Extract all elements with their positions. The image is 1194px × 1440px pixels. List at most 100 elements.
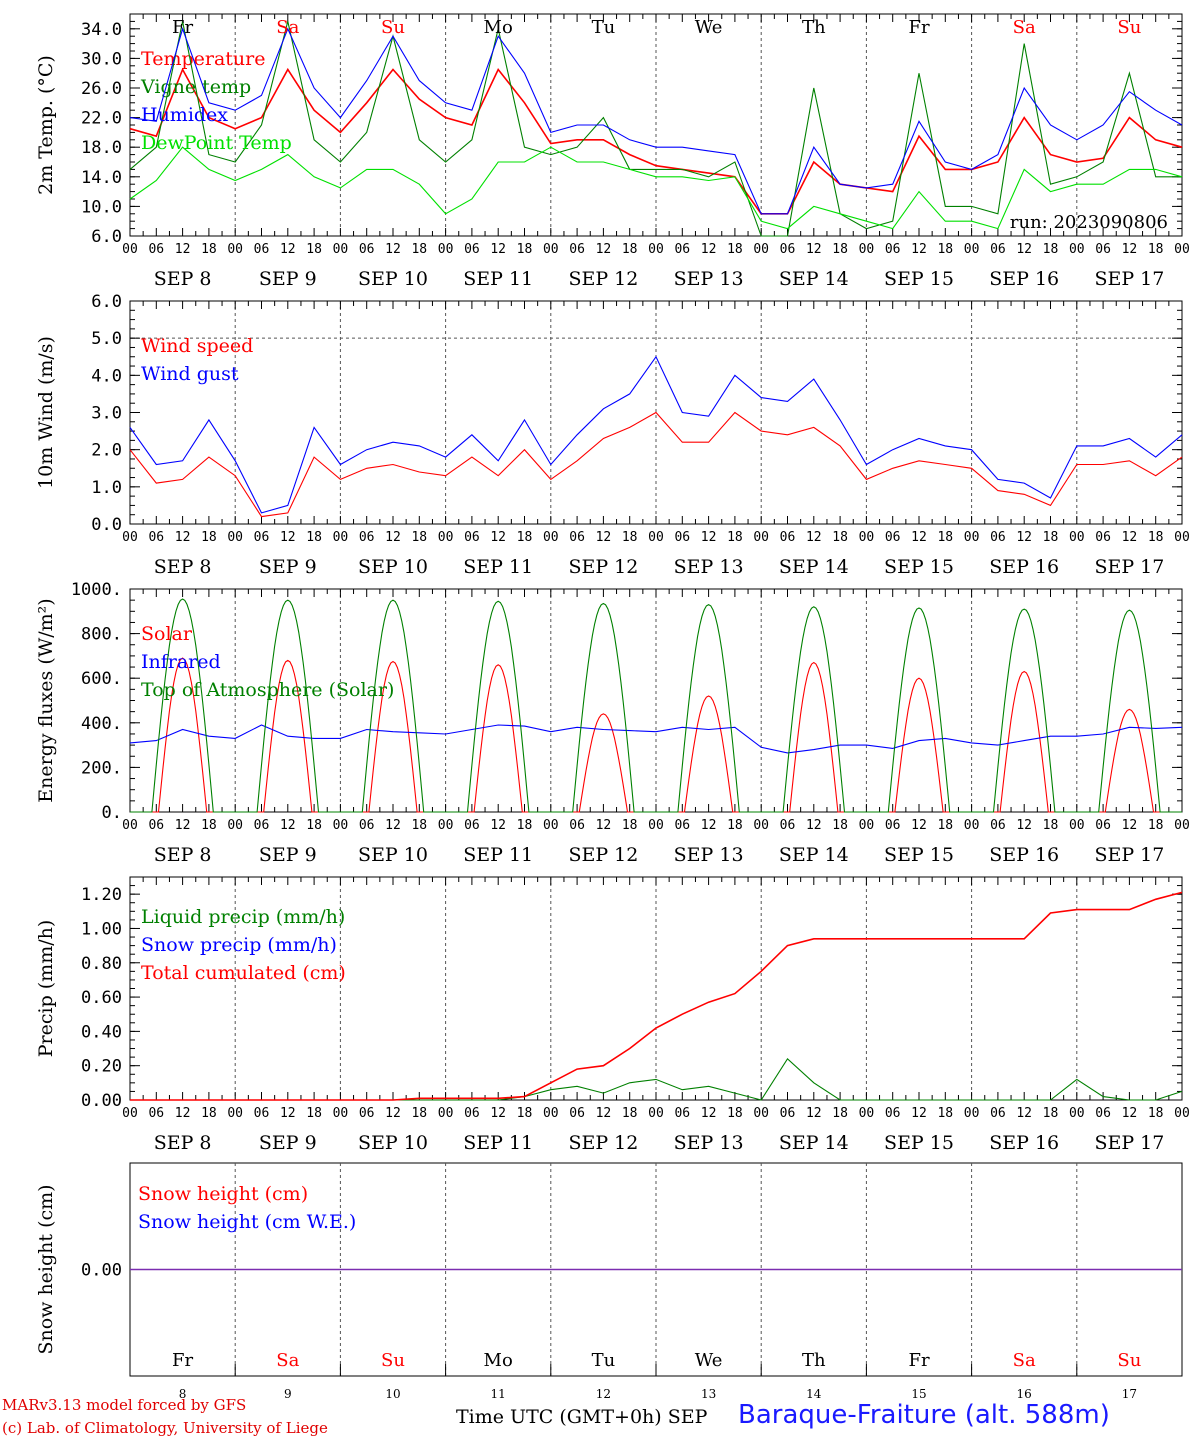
y-tick-label: 0.0: [91, 515, 122, 535]
weekday-label: Su: [381, 1350, 405, 1371]
hour-tick-label: 00: [333, 530, 349, 545]
hour-tick-label: 18: [306, 818, 322, 833]
weekday-label: Tu: [592, 17, 616, 38]
hour-tick-label: 00: [648, 530, 664, 545]
hour-tick-label: 12: [806, 530, 822, 545]
weekday-label: Fr: [172, 1350, 193, 1371]
y-tick-label: 2.0: [91, 441, 122, 461]
legend-entry: Wind speed: [141, 335, 253, 357]
hour-tick-label: 12: [806, 1106, 822, 1121]
hour-tick-label: 12: [385, 818, 401, 833]
hour-tick-label: 18: [1148, 242, 1164, 257]
y-tick-label: 5.0: [91, 329, 122, 349]
date-label: SEP 10: [358, 556, 428, 578]
day-number-label: 16: [1017, 1387, 1032, 1401]
day-number-label: 17: [1122, 1387, 1137, 1401]
weekday-label: We: [695, 17, 723, 38]
hour-tick-label: 06: [885, 530, 901, 545]
legend-entry: Infrared: [141, 651, 221, 673]
hour-tick-label: 12: [280, 242, 296, 257]
hour-tick-label: 06: [674, 818, 690, 833]
hour-tick-label: 18: [411, 242, 427, 257]
y-tick-label: 18.0: [81, 138, 122, 158]
y-tick-label: 0.: [102, 803, 122, 823]
hour-tick-label: 12: [280, 818, 296, 833]
hour-tick-label: 06: [148, 530, 164, 545]
hour-tick-label: 12: [175, 1106, 191, 1121]
hour-tick-label: 00: [753, 242, 769, 257]
hour-tick-label: 18: [727, 1106, 743, 1121]
hour-tick-label: 06: [464, 242, 480, 257]
hour-tick-label: 06: [569, 818, 585, 833]
hour-tick-label: 00: [1174, 1106, 1190, 1121]
y-tick-label: 1.20: [81, 885, 122, 905]
hour-tick-label: 00: [543, 818, 559, 833]
hour-tick-label: 06: [780, 1106, 796, 1121]
hour-tick-label: 00: [543, 530, 559, 545]
hour-tick-label: 00: [753, 818, 769, 833]
y-axis-label: 10m Wind (m/s): [35, 336, 57, 489]
hour-tick-label: 18: [517, 1106, 533, 1121]
hour-tick-label: 12: [911, 818, 927, 833]
hour-tick-label: 00: [648, 818, 664, 833]
hour-tick-label: 06: [254, 818, 270, 833]
day-number-label: 11: [491, 1387, 506, 1401]
hour-tick-label: 06: [148, 1106, 164, 1121]
hour-tick-label: 12: [1016, 1106, 1032, 1121]
y-tick-label: 0.60: [81, 988, 122, 1008]
date-label: SEP 17: [1094, 844, 1164, 866]
hour-tick-label: 12: [911, 1106, 927, 1121]
day-number-label: 10: [385, 1387, 400, 1401]
date-label: SEP 16: [989, 1132, 1059, 1154]
hour-tick-label: 06: [148, 242, 164, 257]
hour-tick-label: 06: [569, 242, 585, 257]
hour-tick-label: 18: [517, 242, 533, 257]
hour-tick-label: 18: [937, 818, 953, 833]
hour-tick-label: 12: [385, 530, 401, 545]
hour-tick-label: 12: [911, 242, 927, 257]
hour-tick-label: 00: [753, 1106, 769, 1121]
hour-tick-label: 00: [333, 1106, 349, 1121]
date-label: SEP 15: [884, 844, 954, 866]
hour-tick-label: 00: [859, 242, 875, 257]
hour-tick-label: 18: [306, 530, 322, 545]
day-number-label: 14: [806, 1387, 822, 1401]
hour-tick-label: 00: [859, 530, 875, 545]
lab-credit: (c) Lab. of Climatology, University of L…: [2, 1419, 328, 1437]
hour-tick-label: 18: [411, 1106, 427, 1121]
hour-tick-label: 00: [438, 1106, 454, 1121]
hour-tick-label: 06: [254, 242, 270, 257]
day-number-label: 12: [596, 1387, 611, 1401]
hour-tick-label: 12: [911, 530, 927, 545]
date-label: SEP 12: [568, 1132, 638, 1154]
date-label: SEP 11: [463, 268, 533, 290]
hour-tick-label: 00: [227, 242, 243, 257]
legend-entry: Temperature: [141, 48, 265, 70]
series-line-top-of-atmosphere-solar-: [130, 598, 1182, 813]
hour-tick-label: 00: [333, 242, 349, 257]
hour-tick-label: 00: [964, 818, 980, 833]
hour-tick-label: 06: [990, 1106, 1006, 1121]
hour-tick-label: 18: [832, 242, 848, 257]
hour-tick-label: 12: [1016, 818, 1032, 833]
hour-tick-label: 18: [727, 530, 743, 545]
weekday-label: Th: [802, 1350, 826, 1371]
weekday-label: Th: [802, 17, 826, 38]
y-axis-label: Energy fluxes (W/m²): [35, 598, 57, 802]
date-label: SEP 15: [884, 268, 954, 290]
hour-tick-label: 18: [201, 242, 217, 257]
series-line-temperature: [129, 67, 1183, 215]
hour-tick-label: 12: [1122, 818, 1138, 833]
date-label: SEP 11: [463, 844, 533, 866]
hour-tick-label: 12: [175, 530, 191, 545]
hour-tick-label: 18: [832, 818, 848, 833]
y-tick-label: 30.0: [81, 49, 122, 69]
weekday-label: Su: [1117, 17, 1141, 38]
panel-5: 0.00 Snow height (cm) Snow height (cm) Snow…: [35, 1162, 1183, 1401]
hour-tick-label: 00: [543, 242, 559, 257]
hour-tick-label: 00: [859, 818, 875, 833]
hour-tick-label: 12: [1122, 242, 1138, 257]
hour-tick-label: 18: [622, 530, 638, 545]
date-label: SEP 9: [259, 556, 317, 578]
hour-tick-label: 06: [569, 1106, 585, 1121]
